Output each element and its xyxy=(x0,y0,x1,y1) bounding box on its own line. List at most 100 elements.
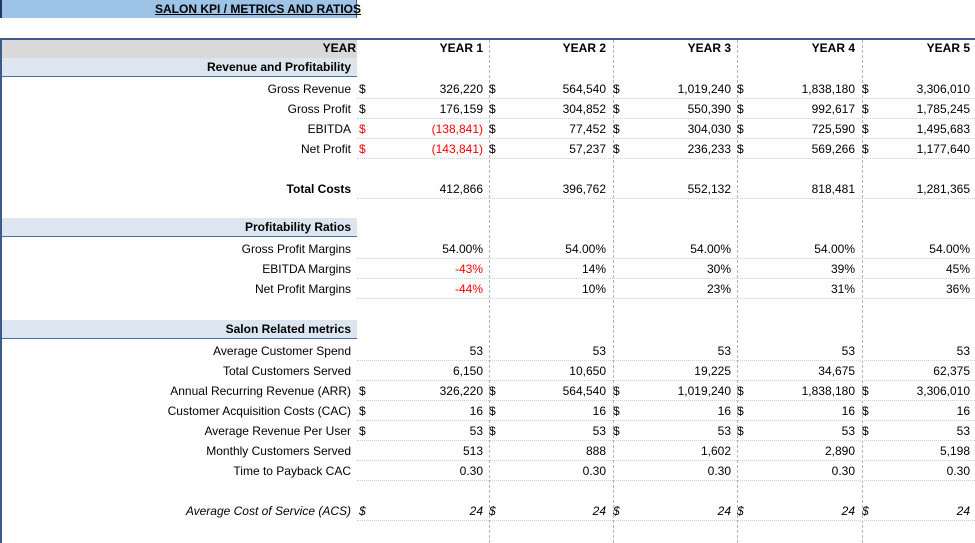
revenue-row-2-value-y3[interactable]: 550,390 xyxy=(687,102,731,116)
acs-row-value-y4[interactable]: 24 xyxy=(841,504,855,518)
revenue-row-3-value-y1[interactable]: (138,841) xyxy=(431,122,483,136)
revenue-row-3-value-y2[interactable]: 77,452 xyxy=(569,122,606,136)
header-year-5[interactable]: YEAR 5 xyxy=(926,41,970,55)
salon-row-7-value-y5[interactable]: 0.30 xyxy=(946,464,970,478)
ratio-row-2-value-y1[interactable]: -43% xyxy=(454,262,483,276)
salon-row-4-value-y3[interactable]: 16 xyxy=(717,404,731,418)
salon-row-5-value-y5[interactable]: 53 xyxy=(956,424,970,438)
total-costs-row-value-y3[interactable]: 552,132 xyxy=(687,182,731,196)
revenue-row-2-value-y2[interactable]: 304,852 xyxy=(562,102,606,116)
sheet-title[interactable]: SALON KPI / METRICS AND RATIOS xyxy=(155,2,362,16)
salon-row-3-value-y3[interactable]: 1,019,240 xyxy=(677,384,731,398)
salon-row-4-value-y5[interactable]: 16 xyxy=(956,404,970,418)
salon-row-3-label[interactable]: Annual Recurring Revenue (ARR) xyxy=(170,384,351,398)
ratio-row-1-label[interactable]: Gross Profit Margins xyxy=(241,242,351,256)
revenue-row-3-value-y5[interactable]: 1,495,683 xyxy=(916,122,970,136)
ratio-row-1-value-y4[interactable]: 54.00% xyxy=(814,242,855,256)
revenue-row-2-value-y5[interactable]: 1,785,245 xyxy=(916,102,970,116)
section-title-profitability[interactable]: Profitability Ratios xyxy=(244,220,351,234)
salon-row-7-value-y1[interactable]: 0.30 xyxy=(459,464,483,478)
total-costs-row-label[interactable]: Total Costs xyxy=(286,182,351,196)
ratio-row-2-label[interactable]: EBITDA Margins xyxy=(262,262,351,276)
ratio-row-3-value-y3[interactable]: 23% xyxy=(706,282,731,296)
ratio-row-1-value-y5[interactable]: 54.00% xyxy=(929,242,970,256)
header-year-3[interactable]: YEAR 3 xyxy=(687,41,731,55)
revenue-row-1-value-y3[interactable]: 1,019,240 xyxy=(677,82,731,96)
salon-row-4-label[interactable]: Customer Acquisition Costs (CAC) xyxy=(167,404,351,418)
salon-row-5-label[interactable]: Average Revenue Per User xyxy=(204,424,351,438)
salon-row-4-value-y2[interactable]: 16 xyxy=(592,404,606,418)
revenue-row-1-value-y1[interactable]: 326,220 xyxy=(439,82,483,96)
total-costs-row-value-y2[interactable]: 396,762 xyxy=(562,182,606,196)
section-title-salon[interactable]: Salon Related metrics xyxy=(225,322,351,336)
acs-row-value-y2[interactable]: 24 xyxy=(592,504,606,518)
total-costs-row-value-y5[interactable]: 1,281,365 xyxy=(916,182,970,196)
salon-row-7-value-y4[interactable]: 0.30 xyxy=(831,464,855,478)
ratio-row-3-value-y2[interactable]: 10% xyxy=(581,282,606,296)
salon-row-7-value-y2[interactable]: 0.30 xyxy=(582,464,606,478)
ratio-row-2-value-y4[interactable]: 39% xyxy=(830,262,855,276)
header-year-1[interactable]: YEAR 1 xyxy=(439,41,483,55)
revenue-row-1-value-y5[interactable]: 3,306,010 xyxy=(916,82,970,96)
revenue-row-2-label[interactable]: Gross Profit xyxy=(287,102,351,116)
salon-row-1-value-y1[interactable]: 53 xyxy=(469,344,483,358)
section-title-revenue[interactable]: Revenue and Profitability xyxy=(206,60,351,74)
revenue-row-3-value-y3[interactable]: 304,030 xyxy=(687,122,731,136)
salon-row-1-value-y3[interactable]: 53 xyxy=(717,344,731,358)
acs-row-value-y1[interactable]: 24 xyxy=(469,504,483,518)
salon-row-3-value-y2[interactable]: 564,540 xyxy=(562,384,606,398)
revenue-row-2-value-y4[interactable]: 992,617 xyxy=(811,102,855,116)
salon-row-5-value-y4[interactable]: 53 xyxy=(841,424,855,438)
ratio-row-1-value-y2[interactable]: 54.00% xyxy=(565,242,606,256)
salon-row-1-value-y5[interactable]: 53 xyxy=(956,344,970,358)
salon-row-2-value-y2[interactable]: 10,650 xyxy=(569,364,606,378)
revenue-row-4-value-y3[interactable]: 236,233 xyxy=(687,142,731,156)
salon-row-5-value-y3[interactable]: 53 xyxy=(717,424,731,438)
header-label-year[interactable]: YEAR xyxy=(322,41,356,55)
revenue-row-1-value-y2[interactable]: 564,540 xyxy=(562,82,606,96)
salon-row-1-value-y2[interactable]: 53 xyxy=(592,344,606,358)
header-year-2[interactable]: YEAR 2 xyxy=(562,41,606,55)
ratio-row-3-value-y5[interactable]: 36% xyxy=(945,282,970,296)
salon-row-6-value-y4[interactable]: 2,890 xyxy=(824,444,855,458)
salon-row-6-value-y3[interactable]: 1,602 xyxy=(700,444,731,458)
ratio-row-1-value-y3[interactable]: 54.00% xyxy=(690,242,731,256)
ratio-row-2-value-y3[interactable]: 30% xyxy=(706,262,731,276)
salon-row-1-label[interactable]: Average Customer Spend xyxy=(213,344,351,358)
revenue-row-4-label[interactable]: Net Profit xyxy=(300,142,351,156)
ratio-row-3-value-y4[interactable]: 31% xyxy=(830,282,855,296)
total-costs-row-value-y4[interactable]: 818,481 xyxy=(811,182,855,196)
salon-row-3-value-y5[interactable]: 3,306,010 xyxy=(916,384,970,398)
salon-row-2-value-y4[interactable]: 34,675 xyxy=(818,364,855,378)
salon-row-3-value-y1[interactable]: 326,220 xyxy=(439,384,483,398)
salon-row-3-value-y4[interactable]: 1,838,180 xyxy=(801,384,855,398)
salon-row-1-value-y4[interactable]: 53 xyxy=(841,344,855,358)
revenue-row-3-value-y4[interactable]: 725,590 xyxy=(811,122,855,136)
ratio-row-3-label[interactable]: Net Profit Margins xyxy=(254,282,351,296)
salon-row-5-value-y1[interactable]: 53 xyxy=(469,424,483,438)
revenue-row-4-value-y1[interactable]: (143,841) xyxy=(431,142,483,156)
salon-row-2-label[interactable]: Total Customers Served xyxy=(222,364,351,378)
salon-row-6-value-y5[interactable]: 5,198 xyxy=(939,444,970,458)
salon-row-5-value-y2[interactable]: 53 xyxy=(592,424,606,438)
salon-row-7-label[interactable]: Time to Payback CAC xyxy=(233,464,351,478)
ratio-row-2-value-y2[interactable]: 14% xyxy=(581,262,606,276)
salon-row-2-value-y3[interactable]: 19,225 xyxy=(694,364,731,378)
salon-row-6-value-y2[interactable]: 888 xyxy=(585,444,606,458)
salon-row-7-value-y3[interactable]: 0.30 xyxy=(707,464,731,478)
revenue-row-1-label[interactable]: Gross Revenue xyxy=(267,82,351,96)
revenue-row-4-value-y4[interactable]: 569,266 xyxy=(811,142,855,156)
ratio-row-2-value-y5[interactable]: 45% xyxy=(945,262,970,276)
revenue-row-2-value-y1[interactable]: 176,159 xyxy=(439,102,483,116)
revenue-row-3-label[interactable]: EBITDA xyxy=(307,122,351,136)
salon-row-4-value-y1[interactable]: 16 xyxy=(469,404,483,418)
acs-row-value-y3[interactable]: 24 xyxy=(717,504,731,518)
salon-row-4-value-y4[interactable]: 16 xyxy=(841,404,855,418)
total-costs-row-value-y1[interactable]: 412,866 xyxy=(439,182,483,196)
revenue-row-4-value-y2[interactable]: 57,237 xyxy=(569,142,606,156)
acs-row-value-y5[interactable]: 24 xyxy=(956,504,970,518)
salon-row-2-value-y5[interactable]: 62,375 xyxy=(933,364,970,378)
header-year-4[interactable]: YEAR 4 xyxy=(811,41,855,55)
ratio-row-3-value-y1[interactable]: -44% xyxy=(454,282,483,296)
ratio-row-1-value-y1[interactable]: 54.00% xyxy=(442,242,483,256)
